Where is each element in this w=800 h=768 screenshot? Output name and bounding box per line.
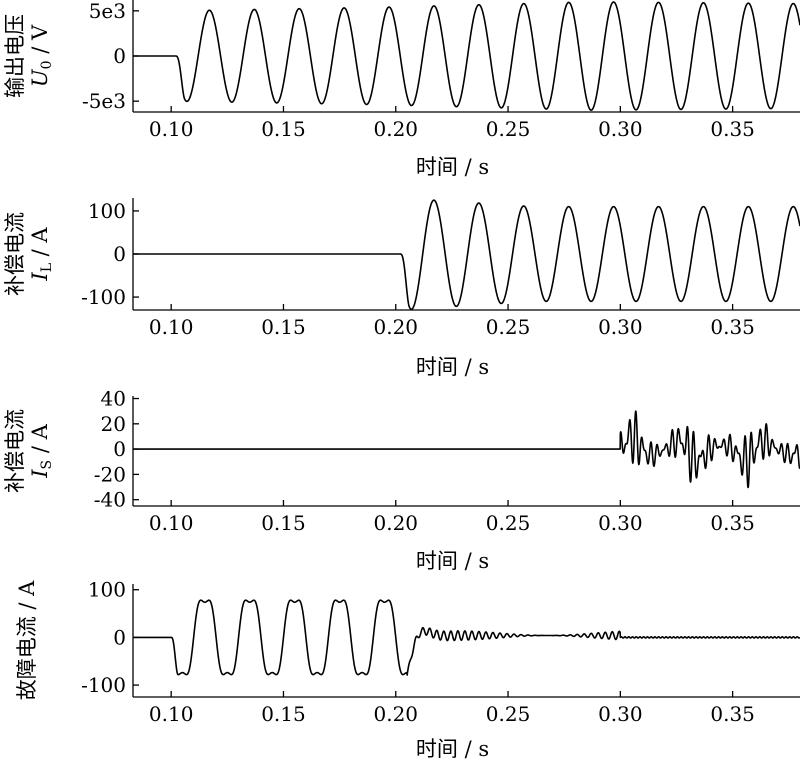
- y-tick-label: 0: [113, 242, 126, 266]
- panel-4: 0.10 0.15 0.20 0.25 0.30 0.35 100 0 -100 时间 / s 故障…: [15, 578, 800, 761]
- x-axis-label: 时间 / s: [416, 737, 489, 761]
- y-tick-label: 5e3: [89, 0, 126, 23]
- x-axis-label: 时间 / s: [416, 355, 489, 379]
- x-tick-label: 0.20: [373, 117, 418, 141]
- x-tick-label: 0.25: [486, 315, 531, 339]
- y-tick-label: -100: [81, 285, 126, 309]
- y-tick-label: 0: [113, 625, 126, 649]
- x-tick-label: 0.35: [710, 315, 755, 339]
- x-tick-label: 0.15: [261, 702, 306, 726]
- y-tick-label: -100: [81, 673, 126, 697]
- x-tick-label: 0.30: [598, 315, 643, 339]
- y-tick-label: -40: [94, 488, 126, 512]
- x-tick-label: 0.10: [149, 511, 194, 535]
- x-tick-label: 0.10: [149, 315, 194, 339]
- x-tick-label: 0.10: [149, 117, 194, 141]
- y-tick-label: 40: [101, 387, 126, 411]
- series-line-1-1: [132, 1, 800, 111]
- x-axis-label: 时间 / s: [416, 549, 489, 573]
- x-tick-label: 0.20: [373, 511, 418, 535]
- x-tick-label: 0.35: [710, 511, 755, 535]
- y-tick-label: -5e3: [82, 89, 126, 113]
- y-axis-label: 补偿电流IS / A: [3, 409, 55, 493]
- x-tick-label: 0.15: [261, 117, 306, 141]
- x-tick-label: 0.20: [373, 702, 418, 726]
- y-tick-label: -20: [94, 462, 126, 486]
- x-axis-label: 时间 / s: [416, 155, 489, 179]
- series-line-2-1: [132, 199, 800, 311]
- y-axis-label: 故障电流 / A: [15, 580, 39, 700]
- x-tick-label: 0.15: [261, 315, 306, 339]
- x-tick-label: 0.30: [598, 511, 643, 535]
- series-line-4-1: [132, 599, 800, 676]
- x-tick-label: 0.30: [598, 117, 643, 141]
- x-tick-label: 0.20: [373, 315, 418, 339]
- x-tick-label: 0.25: [486, 511, 531, 535]
- x-tick-label: 0.25: [486, 702, 531, 726]
- y-axis-label: 补偿电流IL / A: [3, 212, 55, 296]
- x-tick-label: 0.30: [598, 702, 643, 726]
- y-tick-label: 0: [113, 437, 126, 461]
- x-tick-label: 0.15: [261, 511, 306, 535]
- y-tick-label: 20: [101, 412, 126, 436]
- y-axis-label: 输出电压U0 / V: [3, 14, 55, 98]
- panel-2: 0.10 0.15 0.20 0.25 0.30 0.35 100 0 -100 时间 / s 补偿…: [3, 198, 800, 379]
- y-tick-label: 0: [113, 44, 126, 68]
- series-line-3-1: [132, 410, 800, 489]
- y-tick-label: 100: [88, 199, 126, 223]
- panel-1: 0.10 0.15 0.20 0.25 0.30 0.35 5e3 0 -5e3 时间 / s 输出…: [3, 0, 800, 179]
- x-tick-label: 0.25: [486, 117, 531, 141]
- y-tick-label: 100: [88, 578, 126, 602]
- x-tick-label: 0.35: [710, 117, 755, 141]
- x-tick-label: 0.10: [149, 702, 194, 726]
- x-tick-label: 0.35: [710, 702, 755, 726]
